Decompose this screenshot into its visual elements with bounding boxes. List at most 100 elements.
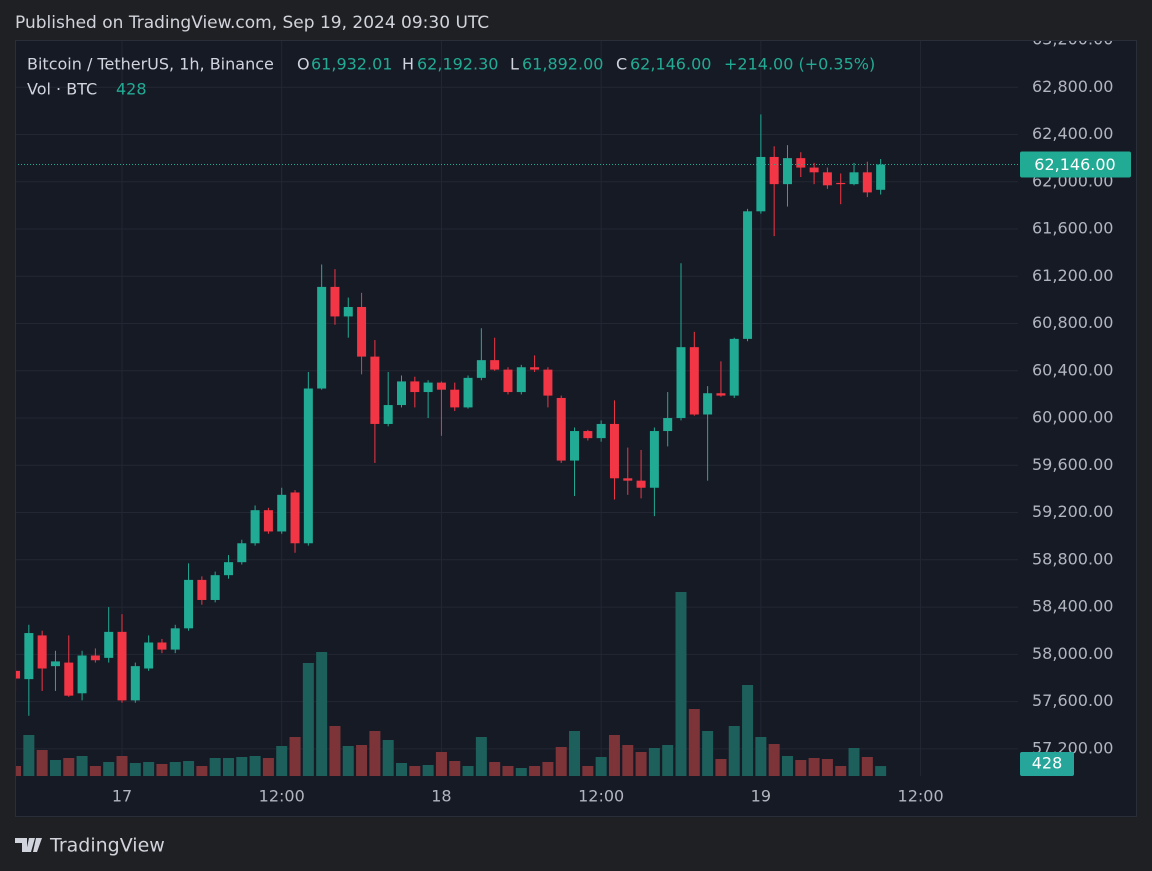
volume-bar (648, 748, 660, 776)
volume-box (1020, 752, 1074, 776)
candle-body (463, 377, 473, 408)
volume-bar (369, 731, 381, 776)
volume-bar (569, 731, 581, 776)
candle-body (184, 579, 194, 629)
y-tick-label: 59,200.00 (1032, 502, 1113, 521)
candle-body (716, 393, 726, 396)
candle-body (250, 510, 260, 544)
volume-bar (755, 737, 767, 776)
candle-body (37, 635, 47, 669)
volume-bar (209, 758, 221, 776)
volume-bar (715, 759, 727, 776)
candle-body (436, 382, 446, 390)
candle-body (383, 405, 393, 424)
candle-body (476, 360, 486, 378)
volume-bar (821, 759, 833, 776)
candle-body (397, 381, 407, 406)
y-tick-label: 58,400.00 (1032, 597, 1113, 616)
volume-bar (435, 752, 447, 776)
candle-body (330, 286, 340, 317)
volume-bar (462, 766, 474, 776)
candle-body (170, 628, 180, 650)
volume-bar (702, 731, 714, 776)
candle-body (570, 431, 580, 461)
volume-bar (196, 766, 208, 776)
y-tick-label: 61,600.00 (1032, 219, 1113, 238)
candle-body (77, 655, 87, 694)
y-tick-label: 58,000.00 (1032, 644, 1113, 663)
volume-bar (848, 748, 860, 776)
candle-body (623, 478, 633, 481)
volume-bar (409, 766, 421, 776)
brand-logo (15, 838, 42, 852)
volume-bar (169, 762, 181, 776)
x-tick-label: 19 (751, 787, 771, 806)
candle-body (729, 338, 739, 396)
volume-bar (249, 756, 261, 776)
ohlc-value: 61,892.00 (522, 55, 603, 74)
x-tick-label: 18 (431, 787, 451, 806)
candle-body (157, 642, 167, 650)
volume-bar (675, 592, 687, 776)
candle-body (277, 494, 287, 532)
volume-bar (781, 756, 793, 776)
candle-body (144, 642, 154, 669)
volume-bar (342, 746, 354, 776)
x-tick-label: 17 (112, 787, 132, 806)
ohlc-value: 62,146.00 (630, 55, 711, 74)
volume-bar (63, 758, 75, 776)
candle-body (104, 631, 114, 658)
volume-bar (222, 758, 234, 776)
volume-bar (449, 761, 461, 776)
volume-bar (356, 745, 368, 776)
candle-body (16, 670, 21, 679)
candle-body (876, 164, 886, 190)
candle-body (290, 492, 300, 544)
y-tick-label: 57,600.00 (1032, 691, 1113, 710)
volume-bar (768, 744, 780, 776)
volume-bar (662, 745, 674, 776)
candle-body (237, 543, 247, 563)
y-tick-label: 62,400.00 (1032, 124, 1113, 143)
volume-bar (529, 766, 541, 776)
y-tick-label: 58,800.00 (1032, 549, 1113, 568)
volume-bar (542, 762, 554, 776)
volume-bar (103, 762, 115, 776)
candle-body (50, 661, 60, 667)
volume-bar (382, 740, 394, 776)
volume-bar (502, 766, 514, 776)
volume-bar (608, 735, 620, 776)
y-tick-label: 60,400.00 (1032, 360, 1113, 379)
volume-bar (875, 766, 887, 776)
candle-body (223, 562, 233, 576)
candle-body (490, 360, 500, 370)
candle-body (450, 389, 460, 408)
candle-body (596, 423, 606, 439)
candle-body (689, 347, 699, 415)
volume-bar (236, 757, 248, 776)
volume-bar (688, 709, 700, 776)
last-price-box (1020, 151, 1131, 178)
brand: TradingView (15, 835, 165, 857)
volume-axis-label: 428 (1032, 754, 1063, 773)
volume-bar (156, 764, 168, 776)
volume-bar (742, 685, 754, 776)
volume-bar (276, 746, 288, 776)
brand-name: TradingView (49, 835, 165, 857)
candle-body (756, 156, 766, 212)
y-tick-label: 61,200.00 (1032, 266, 1113, 285)
candle-body (516, 367, 526, 393)
y-tick-label: 62,800.00 (1032, 77, 1113, 96)
ohlc-value: 62,192.30 (417, 55, 498, 74)
x-tick-label: 12:00 (259, 787, 305, 806)
ohlc-key: C (616, 55, 627, 74)
y-tick-label: 59,600.00 (1032, 455, 1113, 474)
ohlc-key: O (297, 55, 310, 74)
volume-bar (422, 765, 434, 776)
candle-body (317, 286, 327, 389)
y-tick-label: 60,800.00 (1032, 313, 1113, 332)
candle-body (703, 393, 713, 415)
candle-body (117, 631, 127, 701)
x-tick-label: 12:00 (578, 787, 624, 806)
y-tick-label: 60,000.00 (1032, 408, 1113, 427)
